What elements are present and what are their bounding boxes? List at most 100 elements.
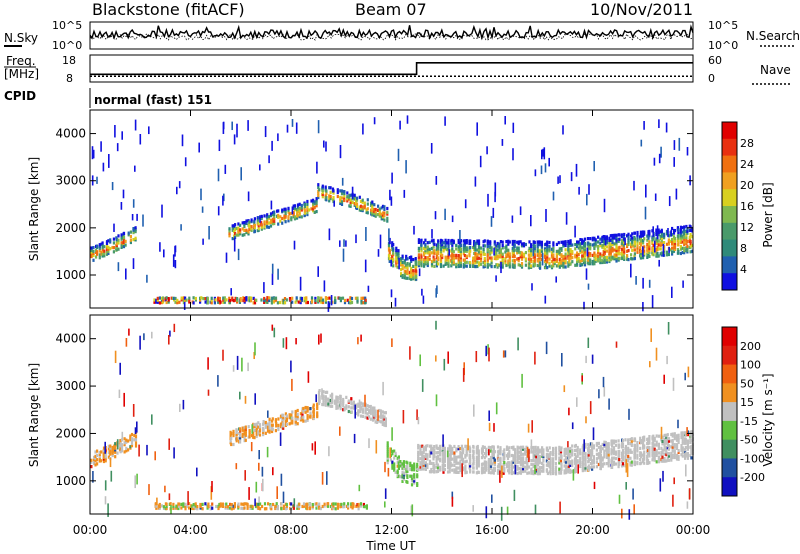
echo-cell xyxy=(110,470,113,482)
echo-cell xyxy=(443,446,446,450)
echo-cell xyxy=(306,206,309,210)
echo-cell xyxy=(159,242,161,252)
echo-cell xyxy=(519,467,522,471)
echo-cell xyxy=(134,236,137,240)
echo-cell xyxy=(266,446,269,458)
echo-cell xyxy=(306,418,309,422)
echo-cell xyxy=(577,246,580,250)
echo-cell xyxy=(499,252,502,256)
echo-cell xyxy=(237,226,240,230)
echo-cell xyxy=(266,217,269,221)
echo-cell xyxy=(528,449,530,463)
echo-cell xyxy=(574,465,577,469)
echo-cell xyxy=(331,400,334,404)
echo-cell xyxy=(410,483,414,487)
echo-cell xyxy=(167,300,170,304)
echo-cell xyxy=(684,437,687,441)
echo-cell xyxy=(432,461,435,466)
echo-cell xyxy=(505,244,508,248)
echo-cell xyxy=(653,453,656,457)
echo-cell xyxy=(532,247,535,257)
echo-cell xyxy=(327,399,330,403)
echo-cell xyxy=(410,255,413,259)
echo-cell xyxy=(451,457,454,461)
echo-cell xyxy=(268,419,271,423)
echo-cell xyxy=(125,338,128,347)
echo-cell xyxy=(109,247,112,251)
echo-cell xyxy=(512,454,515,458)
echo-cell xyxy=(560,240,563,244)
echo-cell xyxy=(605,239,608,243)
echo-cell xyxy=(373,415,376,419)
echo-cell xyxy=(257,227,260,231)
echo-cell xyxy=(365,210,368,214)
echo-cell xyxy=(120,449,124,453)
echo-cell xyxy=(231,228,234,232)
echo-cell xyxy=(543,255,547,259)
echo-cell xyxy=(557,249,560,253)
echo-cell xyxy=(656,254,659,258)
echo-cell xyxy=(239,297,242,301)
echo-cell xyxy=(387,244,391,248)
echo-cell xyxy=(394,453,397,457)
echo-cell xyxy=(273,210,276,214)
echo-cell xyxy=(343,408,346,412)
echo-cell xyxy=(339,299,342,303)
echo-cell xyxy=(615,233,618,237)
echo-cell xyxy=(360,301,363,305)
echo-cell xyxy=(527,423,530,433)
ytick-label: 4000 xyxy=(55,127,86,141)
echo-cell xyxy=(522,255,526,259)
echo-cell xyxy=(459,451,462,455)
echo-cell xyxy=(116,439,119,450)
echo-cell xyxy=(237,502,240,506)
echo-cell xyxy=(532,245,535,249)
echo-cell xyxy=(626,249,629,253)
echo-cell xyxy=(94,459,97,463)
echo-cell xyxy=(615,259,618,263)
echo-cell xyxy=(360,405,363,409)
echo-cell xyxy=(686,240,689,244)
echo-cell xyxy=(287,208,290,212)
echo-cell xyxy=(593,262,596,266)
echo-cell xyxy=(267,225,271,229)
echo-cell xyxy=(355,504,358,508)
echo-cell xyxy=(530,467,533,471)
echo-cell xyxy=(505,240,508,244)
echo-cell xyxy=(263,300,266,304)
echo-cell xyxy=(595,441,598,446)
echo-cell xyxy=(284,220,287,224)
echo-cell xyxy=(406,257,409,261)
echo-cell xyxy=(301,413,304,417)
echo-cell xyxy=(396,469,399,473)
echo-cell xyxy=(232,299,236,303)
echo-cell xyxy=(612,456,616,460)
echo-cell xyxy=(101,247,104,251)
echo-cell xyxy=(295,296,298,300)
echo-cell xyxy=(562,254,565,258)
echo-cell xyxy=(626,234,629,238)
echo-cell xyxy=(121,431,124,441)
echo-cell xyxy=(449,447,452,451)
echo-cell xyxy=(214,298,217,302)
echo-cell xyxy=(443,448,446,453)
velocity-echo-cells xyxy=(90,320,694,521)
echo-cell xyxy=(667,444,671,448)
echo-cell xyxy=(196,505,199,509)
echo-cell xyxy=(400,272,403,276)
echo-cell xyxy=(636,441,639,445)
echo-cell xyxy=(435,264,438,268)
echo-cell xyxy=(562,240,565,244)
echo-cell xyxy=(401,260,404,264)
echo-cell xyxy=(683,229,686,233)
nsky-panel: N.Sky 10^5 10^0 10^5 10^0 N.Search xyxy=(4,19,800,52)
echo-cell xyxy=(378,408,381,413)
echo-cell xyxy=(273,219,276,223)
echo-cell xyxy=(592,459,595,463)
echo-cell xyxy=(560,259,563,263)
echo-cell xyxy=(290,211,293,216)
echo-cell xyxy=(271,417,274,421)
echo-cell xyxy=(169,330,171,337)
echo-cell xyxy=(287,206,290,210)
echo-cell xyxy=(657,451,660,455)
